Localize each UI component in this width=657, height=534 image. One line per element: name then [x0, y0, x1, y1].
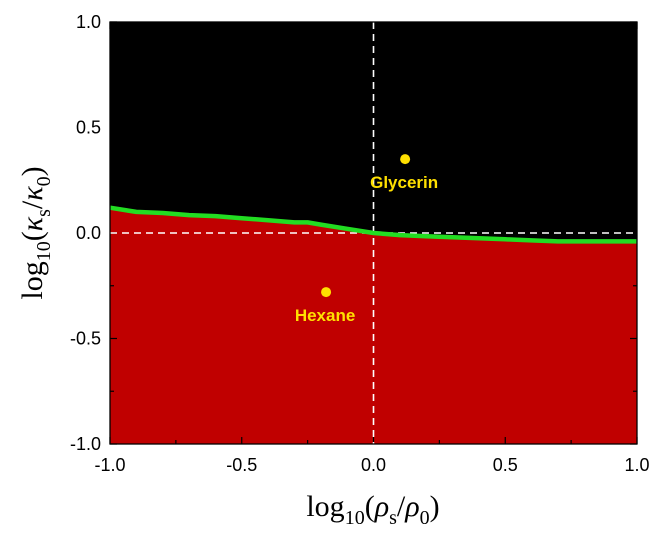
x-tick-label: -0.5: [226, 455, 257, 475]
y-tick-label: -0.5: [70, 329, 101, 349]
data-point: [400, 154, 411, 165]
x-tick-label: 0.5: [493, 455, 518, 475]
data-point: [321, 287, 332, 298]
boundary-curve: [109, 205, 637, 244]
x-tick-label: 0.0: [361, 455, 386, 475]
y-axis-label: log10(κs/κ0): [16, 166, 55, 299]
x-tick-label: -1.0: [94, 455, 125, 475]
x-tick-labels: -1.0 -0.5 0.0 0.5 1.0: [94, 455, 649, 475]
x-tick-label: 1.0: [624, 455, 649, 475]
plot-frame: [109, 21, 638, 445]
data-point-label: Hexane: [295, 306, 355, 325]
data-point-label: Glycerin: [370, 173, 438, 192]
y-tick-label: 0.0: [76, 223, 101, 243]
y-tick-label: 1.0: [76, 12, 101, 32]
data-points: Glycerin Hexane: [295, 154, 438, 325]
y-tick-label: 0.5: [76, 118, 101, 138]
y-tick-label: -1.0: [70, 434, 101, 454]
y-tick-labels: 1.0 0.5 0.0 -0.5 -1.0: [70, 12, 101, 454]
x-axis-label: log10(ρs/ρ0): [306, 490, 439, 529]
